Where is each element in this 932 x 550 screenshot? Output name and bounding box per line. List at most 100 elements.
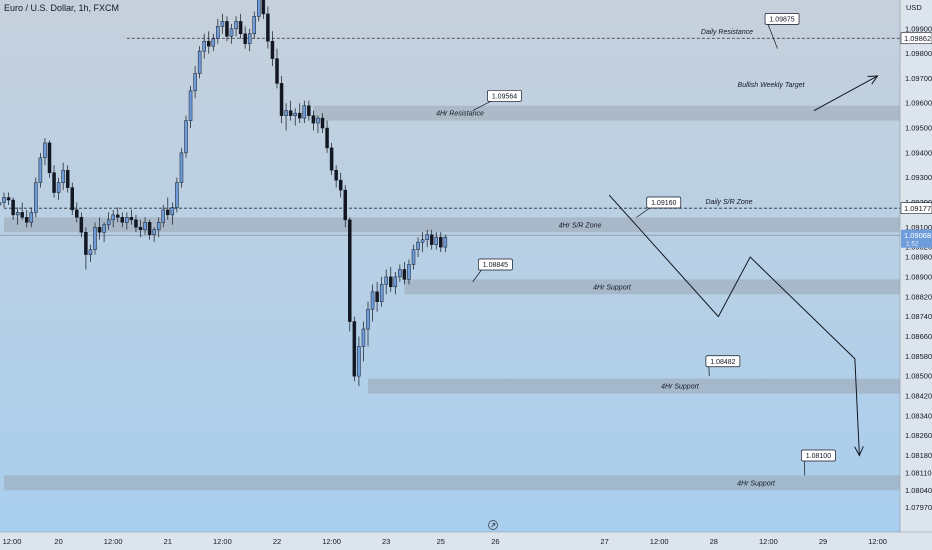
candle-body-39 (156, 222, 161, 231)
candle-body-41 (166, 209, 170, 216)
candle-88 (379, 276, 384, 307)
candle-body-76 (325, 127, 329, 149)
candle-89 (384, 269, 388, 295)
candle-75 (320, 113, 325, 134)
candle-body-89 (384, 276, 388, 285)
candle-90 (389, 266, 393, 292)
candle-body-67 (284, 110, 288, 116)
candle-body-78 (334, 169, 338, 181)
candle-41 (166, 197, 170, 220)
candle-31 (120, 212, 125, 228)
candle-body-28 (106, 219, 111, 226)
x-tick-9: 26 (491, 537, 499, 546)
candle-91 (393, 271, 398, 295)
candle-46 (188, 85, 193, 129)
candle-12 (34, 177, 38, 218)
zone-label-4: 4Hr Support (737, 480, 776, 487)
candle-body-22 (79, 217, 84, 233)
candle-body-91 (393, 276, 398, 288)
candle-39 (156, 217, 161, 238)
y-tick-6: 1.08420 (905, 391, 932, 400)
candle-30 (116, 207, 120, 223)
candle-76 (325, 120, 329, 153)
candle-body-6 (6, 197, 11, 201)
candle-body-96 (416, 241, 420, 250)
x-tick-4: 12:00 (213, 537, 232, 546)
candle-body-65 (275, 58, 279, 84)
y-tick-13: 1.08980 (905, 253, 932, 262)
candle-96 (416, 237, 420, 258)
candle-34 (134, 214, 138, 233)
y-tick-5: 1.08340 (905, 411, 932, 420)
zone-label-0: 4Hr Resistance (436, 111, 484, 118)
candle-body-58 (243, 33, 247, 44)
candle-52 (216, 18, 220, 44)
candle-body-19 (65, 169, 70, 188)
x-tick-3: 21 (164, 537, 172, 546)
candle-body-37 (147, 222, 152, 235)
candle-body-43 (175, 182, 179, 208)
candle-42 (170, 202, 175, 225)
bearish-projection-path-head (854, 446, 864, 457)
candle-body-93 (402, 269, 407, 280)
candle-29 (111, 209, 115, 228)
price-axis[interactable]: 1.07970 1.08040 1.08110 1.08180 1.08260 1.083… (900, 24, 932, 512)
candle-body-25 (93, 227, 97, 250)
candle-35 (138, 219, 143, 238)
candle-77 (329, 142, 334, 176)
time-axis[interactable]: 12:00 20 12:00 21 12:00 22 12:00 23 25 26 27 12:00 2… (3, 537, 887, 546)
zone-rect-2 (404, 279, 900, 295)
candle-body-30 (116, 214, 120, 218)
currency-label: USD (906, 3, 922, 12)
candle-body-15 (47, 142, 52, 173)
x-tick-13: 12:00 (759, 537, 778, 546)
y-tick-10: 1.08740 (905, 312, 932, 321)
candle-body-66 (279, 83, 284, 116)
candle-body-4 (0, 202, 2, 206)
x-tick-0: 12:00 (3, 537, 22, 546)
candle-body-26 (97, 227, 102, 233)
x-tick-1: 20 (54, 537, 62, 546)
candle-body-95 (411, 249, 416, 265)
candle-43 (175, 177, 179, 213)
candle-body-71 (302, 105, 307, 119)
candle-body-92 (398, 269, 402, 278)
candle-22 (79, 212, 84, 238)
time-axis-background (0, 532, 932, 550)
bullish-target-arrow (813, 75, 878, 112)
candle-53 (220, 13, 225, 34)
candle-body-61 (257, 0, 261, 17)
candle-body-80 (343, 189, 347, 221)
candle-79 (338, 172, 343, 198)
candle-56 (234, 16, 238, 37)
dashed-line-label-1: Daily S/R Zone (705, 199, 752, 206)
candle-body-21 (75, 209, 79, 218)
candle-98 (425, 229, 429, 248)
candle-13 (38, 152, 43, 188)
candle-body-75 (320, 117, 325, 129)
callout-box-5 (801, 449, 836, 462)
candle-67 (284, 103, 288, 131)
candle-body-11 (29, 212, 34, 223)
goto-realtime-icon[interactable] (488, 520, 498, 530)
candle-19 (65, 165, 70, 193)
candle-body-100 (434, 236, 438, 245)
candle-body-70 (298, 112, 302, 119)
candle-86 (370, 284, 375, 322)
candle-body-101 (439, 236, 443, 248)
arrows-layer: Bullish Weekly Target (608, 75, 879, 457)
candle-body-50 (207, 40, 211, 47)
callout-pointer-1 (472, 100, 491, 111)
bullish-target-arrow-head (867, 75, 879, 85)
candle-body-49 (202, 40, 206, 52)
zone-label-3: 4Hr Support (661, 384, 700, 391)
candle-body-84 (361, 328, 366, 347)
candle-body-77 (329, 147, 334, 171)
callout-pointer-0 (767, 24, 778, 49)
candle-body-73 (311, 115, 316, 124)
horizontal-lines-layer: Daily Resistance Daily S/R Zone (0, 29, 900, 236)
candle-body-8 (15, 212, 20, 216)
y-tick-9: 1.08660 (905, 332, 932, 341)
candle-body-5 (2, 197, 6, 203)
